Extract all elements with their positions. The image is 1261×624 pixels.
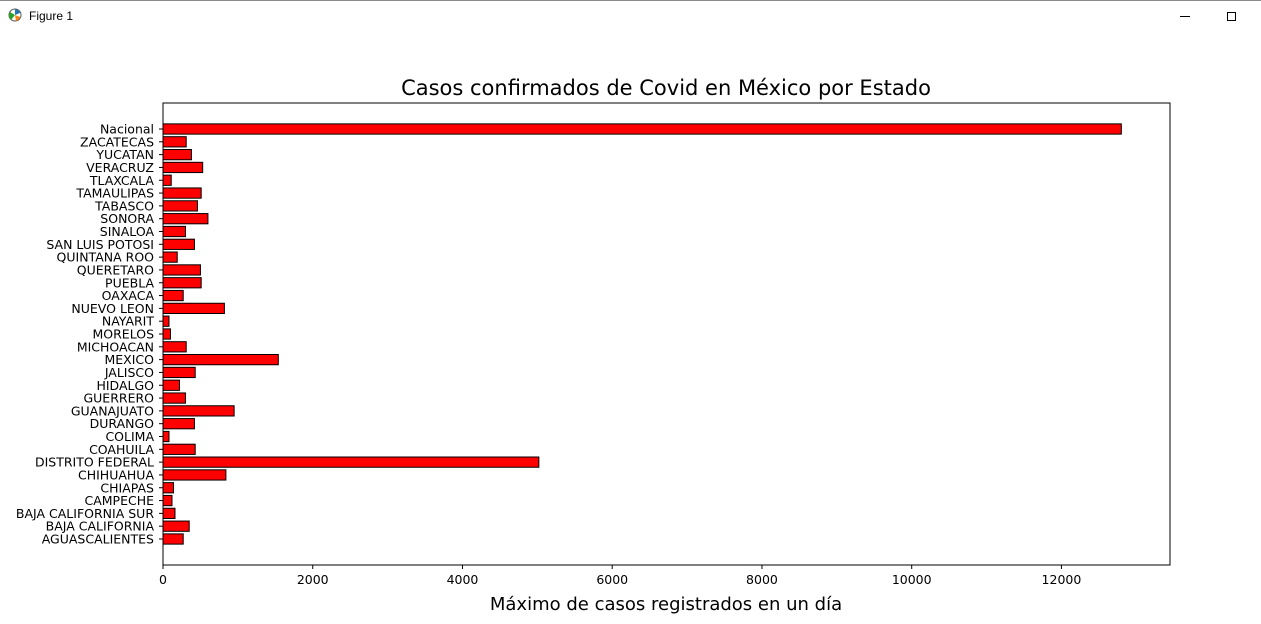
x-tick-label: 12000 (1042, 572, 1082, 587)
y-tick-label-baja-california-sur: BAJA CALIFORNIA SUR (16, 506, 154, 521)
x-tick-label: 6000 (596, 572, 628, 587)
x-ticks: 0 2000 4000 6000 8000 10000 12000 (159, 565, 1081, 587)
y-tick-label-colima: COLIMA (105, 429, 154, 444)
y-tick-label-durango: DURANGO (90, 416, 155, 431)
y-tick-label-guerrero: GUERRERO (83, 391, 154, 406)
bar-queretaro (162, 264, 201, 276)
bar-campeche (162, 494, 173, 507)
y-tick-label-nacional: Nacional (100, 122, 154, 137)
bar-veracruz (162, 161, 204, 174)
bar-baja-california (162, 520, 190, 532)
y-tick-label-zacatecas: ZACATECAS (80, 134, 154, 149)
y-tick-label-yucatan: YUCATAN (95, 147, 154, 162)
bar-chihuahua (162, 469, 227, 481)
bar-quintana-roo (162, 251, 178, 263)
x-tick-label: 2000 (297, 572, 329, 587)
bar-nacional (162, 123, 1122, 135)
bar-sonora (162, 213, 209, 225)
y-tick-label-coahuila: COAHUILA (89, 442, 154, 457)
bar-hidalgo (162, 379, 180, 391)
y-tick-label-san-luis-potosi: SAN LUIS POTOSI (46, 237, 154, 252)
bar-aguascalientes (162, 533, 184, 545)
y-tick-label-puebla: PUEBLA (105, 275, 154, 290)
bar-sinaloa (162, 225, 186, 238)
bar-oaxaca (162, 289, 184, 302)
bar-chiapas (162, 482, 174, 494)
bar-coahuila (162, 443, 196, 455)
bar-distrito-federal (162, 456, 540, 468)
y-tick-label-nuevo-leon: NUEVO LEON (71, 301, 154, 316)
y-tick-label-tabasco: TABASCO (94, 198, 154, 213)
chart-title: Casos confirmados de Covid en México por… (401, 76, 931, 100)
bar-nuevo-leon (162, 302, 225, 314)
plot-frame (162, 102, 1171, 566)
window-titlebar: Figure 1 (0, 0, 1261, 30)
x-tick-label: 10000 (892, 572, 932, 587)
x-tick-label: 8000 (746, 572, 778, 587)
x-axis-label: Máximo de casos registrados en un día (490, 594, 842, 615)
bar-guanajuato (162, 405, 235, 417)
bar-jalisco (162, 366, 196, 379)
bars-group (162, 123, 1122, 545)
y-tick-label-quintana-roo: QUINTANA ROO (57, 250, 155, 265)
y-tick-label-aguascalientes: AGUASCALIENTES (42, 532, 154, 547)
y-tick-label-queretaro: QUERETARO (77, 262, 154, 277)
y-tick-label-guanajuato: GUANAJUATO (71, 403, 154, 418)
bar-tlaxcala (162, 174, 172, 186)
y-tick-label-chiapas: CHIAPAS (100, 480, 154, 495)
bar-guerrero (162, 392, 186, 404)
y-tick-label-mexico: MEXICO (105, 352, 155, 367)
bar-durango (162, 418, 195, 430)
y-tick-label-tamaulipas: TAMAULIPAS (75, 186, 154, 201)
maximize-button[interactable] (1208, 1, 1254, 31)
y-tick-label-veracruz: VERACRUZ (86, 160, 154, 175)
bar-tamaulipas (162, 187, 202, 199)
x-tick-label: 4000 (447, 572, 479, 587)
y-tick-label-oaxaca: OAXACA (102, 288, 155, 303)
x-tick-label: 0 (159, 572, 167, 587)
bar-mexico (162, 354, 279, 366)
bar-baja-california-sur (162, 507, 176, 519)
bar-nayarit (162, 315, 170, 327)
bar-michoacan (162, 341, 187, 353)
y-tick-label-tlaxcala: TLAXCALA (89, 173, 155, 188)
y-tick-label-sinaloa: SINALOA (100, 224, 155, 239)
minimize-icon (1180, 15, 1190, 17)
y-tick-label-morelos: MORELOS (93, 327, 155, 342)
y-tick-label-sonora: SONORA (100, 211, 154, 226)
bar-san-luis-potosi (162, 238, 195, 250)
y-tick-label-nayarit: NAYARIT (102, 314, 155, 329)
bar-puebla (162, 277, 202, 289)
matplotlib-icon (8, 8, 22, 22)
bar-tabasco (162, 200, 198, 212)
bar-colima (162, 430, 170, 443)
y-tick-label-jalisco: JALISCO (104, 365, 154, 380)
maximize-icon (1226, 11, 1236, 21)
y-tick-label-distrito-federal: DISTRITO FEDERAL (35, 455, 154, 470)
minimize-button[interactable] (1162, 1, 1208, 31)
window-title: Figure 1 (29, 9, 74, 23)
y-tick-label-hidalgo: HIDALGO (96, 378, 154, 393)
y-tick-label-michoacan: MICHOACAN (77, 339, 154, 354)
bar-yucatan (162, 149, 192, 161)
y-tick-label-chihuahua: CHIHUAHUA (78, 467, 154, 482)
y-tick-label-campeche: CAMPECHE (84, 493, 154, 508)
y-tick-label-baja-california: BAJA CALIFORNIA (46, 519, 155, 534)
bar-zacatecas (162, 136, 187, 148)
bar-morelos (162, 328, 171, 340)
